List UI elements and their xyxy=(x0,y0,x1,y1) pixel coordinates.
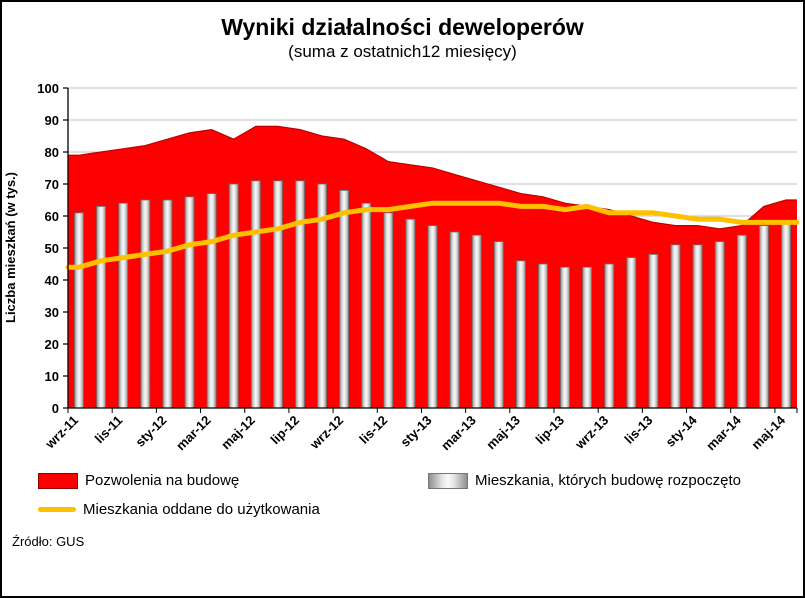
y-tick-label: 40 xyxy=(45,273,59,288)
bar-starts xyxy=(759,225,769,409)
y-tick-label: 100 xyxy=(37,81,59,96)
plot-region: Liczba mieszkań (w tys.) 0 10 20 30 40 50 60 70… xyxy=(2,78,803,470)
bar-starts xyxy=(295,180,305,409)
y-tick-label: 0 xyxy=(52,401,59,416)
legend-row: Mieszkania oddane do użytkowania xyxy=(2,501,803,518)
bar-starts xyxy=(228,184,239,409)
x-tick-label: maj-12 xyxy=(218,413,258,453)
bar-starts xyxy=(162,200,173,409)
y-tick-label: 60 xyxy=(45,209,59,224)
x-tick-label: mar-14 xyxy=(703,412,744,453)
bar-swatch-icon xyxy=(428,472,468,489)
bar-starts xyxy=(74,212,84,409)
bar-starts xyxy=(714,241,725,409)
bar-starts xyxy=(140,200,151,409)
bar-starts xyxy=(339,190,350,409)
y-tick-label: 70 xyxy=(45,177,59,192)
bar-starts xyxy=(781,222,791,409)
y-axis-title: Liczba mieszkań (w tys.) xyxy=(3,172,18,324)
legend-item-permits: Pozwolenia na budowę xyxy=(38,472,428,489)
x-tick-label: lip-13 xyxy=(532,413,567,448)
bar-starts xyxy=(206,193,217,409)
bar-starts xyxy=(626,257,637,409)
x-tick-label: mar-12 xyxy=(173,413,214,454)
bar-starts xyxy=(604,264,615,409)
bar-starts xyxy=(648,254,659,409)
legend-item-completions: Mieszkania oddane do użytkowania xyxy=(38,501,428,518)
bar-starts xyxy=(449,232,460,409)
y-tick-label: 20 xyxy=(45,337,59,352)
x-tick-label: maj-13 xyxy=(483,413,523,453)
bar-starts xyxy=(250,180,261,409)
x-tick-label: sty-13 xyxy=(397,413,434,450)
bar-starts xyxy=(184,196,195,409)
bar-starts xyxy=(692,244,703,409)
bar-starts xyxy=(272,180,283,409)
bar-starts xyxy=(560,267,570,409)
legend-row: Pozwolenia na budowę Mieszkania, których… xyxy=(2,472,803,489)
x-tick-label: lis-12 xyxy=(356,413,390,447)
bar-starts xyxy=(405,219,416,409)
legend-label-permits: Pozwolenia na budowę xyxy=(85,472,240,490)
bar-starts xyxy=(515,260,526,409)
source-note: Źródło: GUS xyxy=(12,534,85,550)
bar-starts xyxy=(670,244,681,409)
chart-subtitle: (suma z ostatnich12 miesięcy) xyxy=(288,42,517,62)
line-series-completions xyxy=(65,201,800,271)
bar-starts xyxy=(427,225,438,409)
chart-title: Wyniki działalności deweloperów xyxy=(221,14,584,40)
bar-starts xyxy=(118,203,129,409)
legend: Pozwolenia na budowę Mieszkania, których… xyxy=(2,472,803,518)
bar-starts xyxy=(383,212,394,409)
line-swatch-icon xyxy=(38,507,76,513)
x-tick-label: wrz-13 xyxy=(571,413,611,453)
bar-starts xyxy=(736,235,747,409)
legend-label-completions: Mieszkania oddane do użytkowania xyxy=(83,501,320,519)
bar-starts xyxy=(493,241,504,409)
area-swatch-icon xyxy=(38,472,78,489)
area-series-edge xyxy=(68,126,797,230)
x-tick-label: wrz-12 xyxy=(306,413,346,453)
legend-label-starts: Mieszkania, których budowę rozpoczęto xyxy=(475,472,741,490)
x-tick-label: mar-13 xyxy=(438,413,479,454)
x-tick-label: maj-14 xyxy=(748,412,788,452)
x-tick-label: sty-14 xyxy=(663,412,701,450)
bar-starts xyxy=(96,206,106,409)
bar-starts xyxy=(582,267,592,409)
x-tick-label: lis-13 xyxy=(621,413,655,447)
x-tick-label: sty-12 xyxy=(132,413,169,450)
y-tick-label: 10 xyxy=(45,369,59,384)
x-tick-label: wrz-11 xyxy=(42,413,81,452)
y-tick-label: 50 xyxy=(45,241,59,256)
legend-item-starts: Mieszkania, których budowę rozpoczęto xyxy=(428,472,741,489)
chart-canvas: 0 10 20 30 40 50 60 70 80 90 100 wrz-11 lis-11 sty-12… xyxy=(37,81,800,454)
y-tick-label: 30 xyxy=(45,305,59,320)
bar-starts xyxy=(361,203,372,409)
x-tick-label: lip-12 xyxy=(267,413,302,448)
x-tick-label: lis-11 xyxy=(92,413,126,447)
bar-starts xyxy=(538,264,548,409)
y-tick-label: 90 xyxy=(45,113,59,128)
y-tick-label: 80 xyxy=(45,145,59,160)
bar-starts xyxy=(471,235,482,409)
